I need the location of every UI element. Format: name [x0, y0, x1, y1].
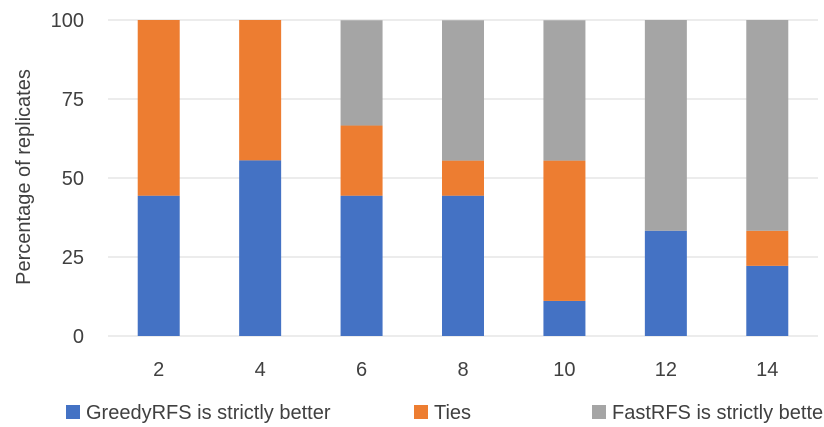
bar-segment-ties — [543, 160, 586, 301]
y-tick-label: 75 — [62, 89, 84, 111]
bar-segment-greedyrfs — [137, 195, 180, 336]
legend-swatch — [414, 405, 428, 419]
bar-segment-greedyrfs — [644, 230, 687, 336]
bar-segment-greedyrfs — [239, 160, 282, 336]
y-axis-title: Percentage of replicates — [13, 69, 35, 285]
legend-label: GreedyRFS is strictly better — [86, 402, 331, 424]
legend-label: FastRFS is strictly better — [612, 402, 824, 424]
legend-swatch — [66, 405, 80, 419]
bar-segment-ties — [340, 125, 383, 196]
bar-segment-greedyrfs — [543, 300, 586, 336]
bar-segment-fastrfs — [644, 20, 687, 231]
x-tick-label: 10 — [553, 359, 575, 381]
legend-swatch — [592, 405, 606, 419]
y-tick-label: 100 — [51, 10, 84, 32]
y-tick-label: 25 — [62, 247, 84, 269]
bar-segment-greedyrfs — [746, 265, 789, 336]
bars — [137, 20, 789, 336]
bar-segment-ties — [746, 230, 789, 266]
x-tick-label: 4 — [255, 359, 266, 381]
x-axis-tick-labels: 2 4 6 8 10 12 14 — [153, 359, 778, 381]
x-tick-label: 2 — [153, 359, 164, 381]
y-axis-tick-labels: 0 25 50 75 100 — [51, 10, 84, 348]
bar-segment-fastrfs — [340, 20, 383, 126]
bar-segment-fastrfs — [543, 20, 586, 161]
y-tick-label: 0 — [73, 326, 84, 348]
x-tick-label: 8 — [457, 359, 468, 381]
bar-segment-greedyrfs — [340, 195, 383, 336]
legend: GreedyRFS is strictly better Ties FastRFS … — [66, 402, 824, 424]
y-tick-label: 50 — [62, 168, 84, 190]
legend-label: Ties — [434, 402, 471, 424]
x-tick-label: 12 — [655, 359, 677, 381]
bar-segment-fastrfs — [442, 20, 484, 161]
bar-segment-ties — [137, 20, 180, 196]
bar-segment-ties — [442, 160, 484, 196]
bar-segment-ties — [239, 20, 282, 161]
bar-segment-greedyrfs — [442, 195, 484, 336]
x-tick-label: 6 — [356, 359, 367, 381]
bar-segment-fastrfs — [746, 20, 789, 231]
x-tick-label: 14 — [756, 359, 778, 381]
